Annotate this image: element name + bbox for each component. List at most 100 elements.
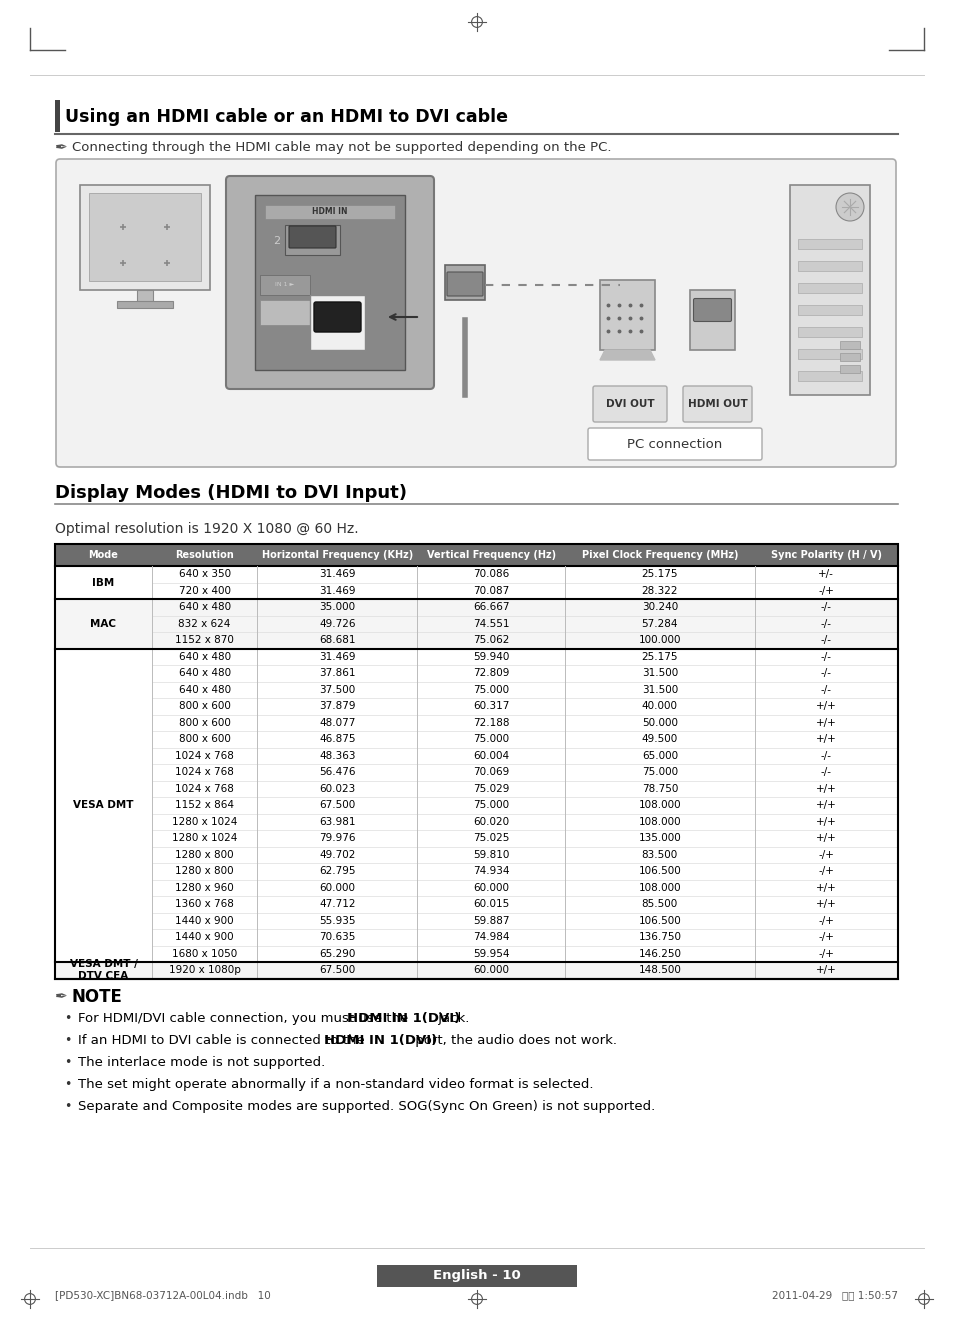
Bar: [55, 565, 897, 598]
Bar: [55, 649, 897, 962]
Text: 60.020: 60.020: [473, 816, 509, 827]
Text: 800 x 600: 800 x 600: [178, 734, 231, 744]
Text: 74.551: 74.551: [473, 618, 509, 629]
Text: 640 x 350: 640 x 350: [178, 569, 231, 579]
Text: Pixel Clock Frequency (MHz): Pixel Clock Frequency (MHz): [581, 551, 738, 560]
FancyBboxPatch shape: [593, 386, 666, 421]
Text: 106.500: 106.500: [638, 915, 680, 926]
Bar: [840, 365, 859, 373]
Text: 30.240: 30.240: [641, 602, 678, 612]
Text: 66.667: 66.667: [473, 602, 509, 612]
Text: -/-: -/-: [820, 768, 831, 777]
Text: 78.750: 78.750: [641, 783, 678, 794]
Text: 49.702: 49.702: [319, 849, 355, 860]
Bar: [376, 1266, 577, 1287]
Text: -/-: -/-: [820, 668, 831, 678]
Text: 75.062: 75.062: [473, 635, 509, 645]
Text: 60.000: 60.000: [473, 882, 509, 893]
Text: 50.000: 50.000: [641, 717, 678, 728]
Text: -/+: -/+: [818, 849, 834, 860]
Text: 106.500: 106.500: [638, 867, 680, 876]
FancyBboxPatch shape: [682, 386, 751, 421]
Text: 25.175: 25.175: [641, 569, 678, 579]
Text: 85.500: 85.500: [641, 900, 678, 909]
Text: Using an HDMI cable or an HDMI to DVI cable: Using an HDMI cable or an HDMI to DVI ca…: [65, 108, 507, 125]
FancyBboxPatch shape: [56, 159, 895, 468]
Text: -/-: -/-: [820, 750, 831, 761]
Text: 79.976: 79.976: [319, 834, 355, 843]
Text: 1152 x 870: 1152 x 870: [175, 635, 233, 645]
Text: 75.029: 75.029: [473, 783, 509, 794]
Text: 83.500: 83.500: [641, 849, 678, 860]
Text: 640 x 480: 640 x 480: [178, 602, 231, 612]
Text: 640 x 480: 640 x 480: [178, 684, 231, 695]
Text: Vertical Frequency (Hz): Vertical Frequency (Hz): [426, 551, 556, 560]
Text: HDMI IN 1(DVI): HDMI IN 1(DVI): [324, 1034, 437, 1048]
Bar: [789, 185, 869, 395]
Text: •: •: [64, 1034, 71, 1048]
Text: -/-: -/-: [820, 602, 831, 612]
Text: HDMI OUT: HDMI OUT: [687, 399, 747, 410]
Text: 55.935: 55.935: [319, 915, 355, 926]
Text: 148.500: 148.500: [638, 966, 680, 975]
Text: +/+: +/+: [815, 701, 836, 711]
Text: 1680 x 1050: 1680 x 1050: [172, 948, 237, 959]
Text: 65.000: 65.000: [641, 750, 678, 761]
Text: English - 10: English - 10: [433, 1269, 520, 1283]
Text: 59.810: 59.810: [473, 849, 509, 860]
Text: 67.500: 67.500: [319, 801, 355, 810]
Text: 67.500: 67.500: [319, 966, 355, 975]
Bar: [260, 300, 310, 325]
Text: HDMI IN 1(DVI): HDMI IN 1(DVI): [347, 1012, 459, 1025]
Polygon shape: [599, 350, 655, 361]
Text: +/+: +/+: [815, 783, 836, 794]
Text: ✒: ✒: [55, 989, 68, 1004]
Text: 31.500: 31.500: [641, 668, 678, 678]
Text: -/+: -/+: [818, 867, 834, 876]
Text: 108.000: 108.000: [638, 801, 680, 810]
Text: jack.: jack.: [434, 1012, 469, 1025]
Text: 70.087: 70.087: [473, 585, 509, 596]
Text: 59.887: 59.887: [473, 915, 509, 926]
Bar: [599, 280, 655, 350]
Text: 70.086: 70.086: [473, 569, 509, 579]
Bar: [797, 239, 862, 248]
Text: -/-: -/-: [820, 618, 831, 629]
Text: -/+: -/+: [818, 933, 834, 942]
Text: 68.681: 68.681: [319, 635, 355, 645]
Text: 72.188: 72.188: [473, 717, 509, 728]
Text: 1280 x 800: 1280 x 800: [175, 867, 233, 876]
Text: MAC: MAC: [91, 618, 116, 629]
Text: ✒: ✒: [55, 140, 68, 156]
Text: 72.809: 72.809: [473, 668, 509, 678]
Text: 70.069: 70.069: [473, 768, 509, 777]
Bar: [797, 349, 862, 359]
Text: The interlace mode is not supported.: The interlace mode is not supported.: [78, 1055, 325, 1069]
Bar: [55, 598, 897, 649]
Bar: [310, 295, 365, 350]
Text: 1280 x 800: 1280 x 800: [175, 849, 233, 860]
Text: -/+: -/+: [818, 948, 834, 959]
Text: 2: 2: [274, 236, 280, 246]
Text: 31.469: 31.469: [319, 569, 355, 579]
Text: The set might operate abnormally if a non-standard video format is selected.: The set might operate abnormally if a no…: [78, 1078, 593, 1091]
Text: 720 x 400: 720 x 400: [178, 585, 231, 596]
Text: 56.476: 56.476: [319, 768, 355, 777]
Text: -/-: -/-: [820, 635, 831, 645]
Text: 800 x 600: 800 x 600: [178, 701, 231, 711]
Text: NOTE: NOTE: [71, 988, 123, 1005]
Bar: [55, 962, 897, 979]
Text: 65.290: 65.290: [319, 948, 355, 959]
Text: -/+: -/+: [818, 585, 834, 596]
FancyBboxPatch shape: [289, 226, 335, 248]
Bar: [254, 196, 405, 370]
Text: 100.000: 100.000: [638, 635, 680, 645]
Text: VESA DMT /
DTV CEA: VESA DMT / DTV CEA: [70, 959, 137, 982]
Text: Sync Polarity (H / V): Sync Polarity (H / V): [770, 551, 881, 560]
Text: 70.635: 70.635: [319, 933, 355, 942]
Text: Resolution: Resolution: [175, 551, 233, 560]
Text: 37.879: 37.879: [319, 701, 355, 711]
Text: 1360 x 768: 1360 x 768: [175, 900, 233, 909]
Bar: [117, 301, 172, 308]
Text: 1440 x 900: 1440 x 900: [175, 933, 233, 942]
